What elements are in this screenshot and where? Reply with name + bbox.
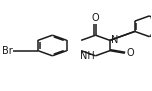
Text: N: N <box>111 35 118 45</box>
Text: O: O <box>92 13 99 23</box>
Text: Br: Br <box>2 46 12 56</box>
Text: O: O <box>126 48 134 58</box>
Text: NH: NH <box>80 51 95 61</box>
